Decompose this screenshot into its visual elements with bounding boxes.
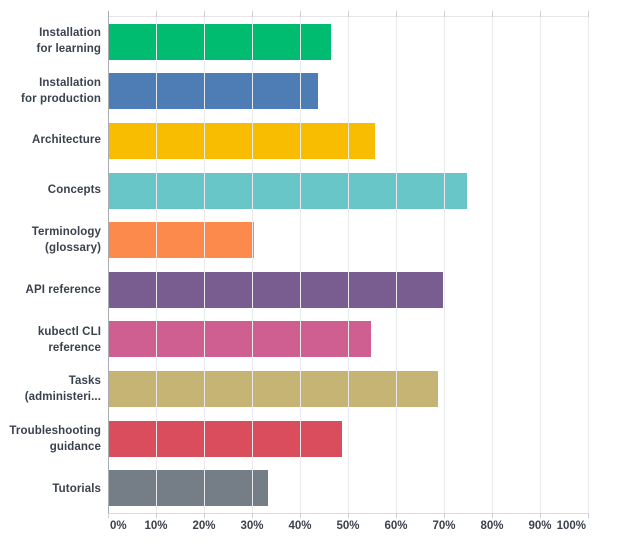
- bar-row: [109, 265, 588, 315]
- bar[interactable]: [109, 222, 255, 259]
- axis-tick-top: [444, 11, 445, 17]
- axis-tick-bottom: [252, 513, 253, 518]
- x-axis-tick-label: 30%: [240, 520, 264, 532]
- category-label-line: Installation: [39, 26, 101, 39]
- category-label: Concepts: [0, 165, 101, 215]
- bar[interactable]: [109, 122, 376, 159]
- gridline: [492, 17, 493, 513]
- axis-tick-top: [540, 11, 541, 17]
- bar[interactable]: [109, 23, 332, 60]
- axis-tick-bottom: [348, 513, 349, 518]
- category-label: API reference: [0, 265, 101, 315]
- category-label-line: Tasks: [68, 375, 101, 388]
- axis-tick-top: [348, 11, 349, 17]
- x-axis-tick-label: 90%: [528, 520, 552, 532]
- category-label-line: Installation: [39, 76, 101, 89]
- x-axis-tick-label: 60%: [384, 520, 408, 532]
- category-label: Installation for learning: [0, 16, 101, 66]
- bar-row: [109, 116, 588, 166]
- axis-tick-top: [156, 11, 157, 17]
- y-axis-line: [108, 17, 109, 513]
- bar-row: [109, 364, 588, 414]
- axis-tick-top: [492, 11, 493, 17]
- axis-tick-bottom: [540, 513, 541, 518]
- bars: [109, 17, 588, 513]
- category-label-line: (administeri...: [24, 391, 101, 404]
- bar-row: [109, 315, 588, 365]
- category-label: Troubleshooting guidance: [0, 414, 101, 464]
- bar-row: [109, 166, 588, 216]
- category-label: Architecture: [0, 116, 101, 166]
- category-label: Terminology (glossary): [0, 215, 101, 265]
- gridline: [444, 17, 445, 513]
- gridline: [588, 17, 589, 513]
- category-label-line: Terminology: [31, 226, 101, 239]
- gridline: [396, 17, 397, 513]
- gridline: [204, 17, 205, 513]
- gridline: [252, 17, 253, 513]
- category-label-line: reference: [48, 341, 101, 354]
- category-label-line: API reference: [25, 283, 101, 296]
- axis-tick-top: [588, 11, 589, 17]
- bar[interactable]: [109, 321, 371, 358]
- x-axis-tick-label: 20%: [192, 520, 216, 532]
- axis-tick-bottom: [108, 513, 109, 518]
- axis-tick-top: [300, 11, 301, 17]
- category-labels: Installation for learning Installation for …: [0, 16, 101, 514]
- axis-tick-bottom: [588, 513, 589, 518]
- gridline: [156, 17, 157, 513]
- category-label-line: for learning: [36, 42, 101, 55]
- category-label: kubectl CLI reference: [0, 315, 101, 365]
- category-label-line: Architecture: [32, 134, 101, 147]
- x-axis-tick-label: 50%: [336, 520, 360, 532]
- axis-tick-top: [204, 11, 205, 17]
- x-axis-tick-label: 100%: [556, 520, 586, 532]
- axis-tick-top: [108, 11, 109, 17]
- bar[interactable]: [109, 271, 443, 308]
- bar-row: [109, 463, 588, 513]
- bar[interactable]: [109, 73, 318, 110]
- axis-tick-bottom: [492, 513, 493, 518]
- category-label-line: for production: [21, 92, 101, 105]
- x-axis-tick-label: 10%: [144, 520, 168, 532]
- category-label: Tasks (administeri...: [0, 365, 101, 415]
- x-axis-tick-label: 80%: [480, 520, 504, 532]
- x-axis-labels: 0% 10% 20% 30% 40% 50% 60% 70% 80% 90% 100%: [108, 520, 589, 540]
- x-axis-tick-label: 70%: [432, 520, 456, 532]
- bar-row: [109, 17, 588, 67]
- axis-tick-top: [396, 11, 397, 17]
- bar-row: [109, 67, 588, 117]
- axis-tick-bottom: [300, 513, 301, 518]
- bar[interactable]: [109, 370, 438, 407]
- category-label-line: Concepts: [47, 184, 101, 197]
- category-label-line: kubectl CLI: [37, 325, 101, 338]
- category-label-line: guidance: [49, 441, 101, 454]
- axis-tick-bottom: [156, 513, 157, 518]
- bar-row: [109, 414, 588, 464]
- axis-tick-top: [252, 11, 253, 17]
- gridline: [348, 17, 349, 513]
- category-label-line: Troubleshooting: [9, 425, 101, 438]
- x-axis-tick-label: 0%: [110, 520, 127, 532]
- axis-tick-bottom: [204, 513, 205, 518]
- category-label-line: Tutorials: [52, 483, 101, 496]
- category-label: Tutorials: [0, 464, 101, 514]
- category-label: Installation for production: [0, 66, 101, 116]
- axis-tick-bottom: [444, 513, 445, 518]
- category-label-line: (glossary): [45, 242, 101, 255]
- x-axis-tick-label: 40%: [288, 520, 312, 532]
- bar-row: [109, 215, 588, 265]
- bar[interactable]: [109, 470, 268, 507]
- bar[interactable]: [109, 172, 467, 209]
- axis-tick-bottom: [396, 513, 397, 518]
- gridline: [300, 17, 301, 513]
- gridline: [540, 17, 541, 513]
- bar[interactable]: [109, 420, 342, 457]
- plot-area: [108, 11, 589, 518]
